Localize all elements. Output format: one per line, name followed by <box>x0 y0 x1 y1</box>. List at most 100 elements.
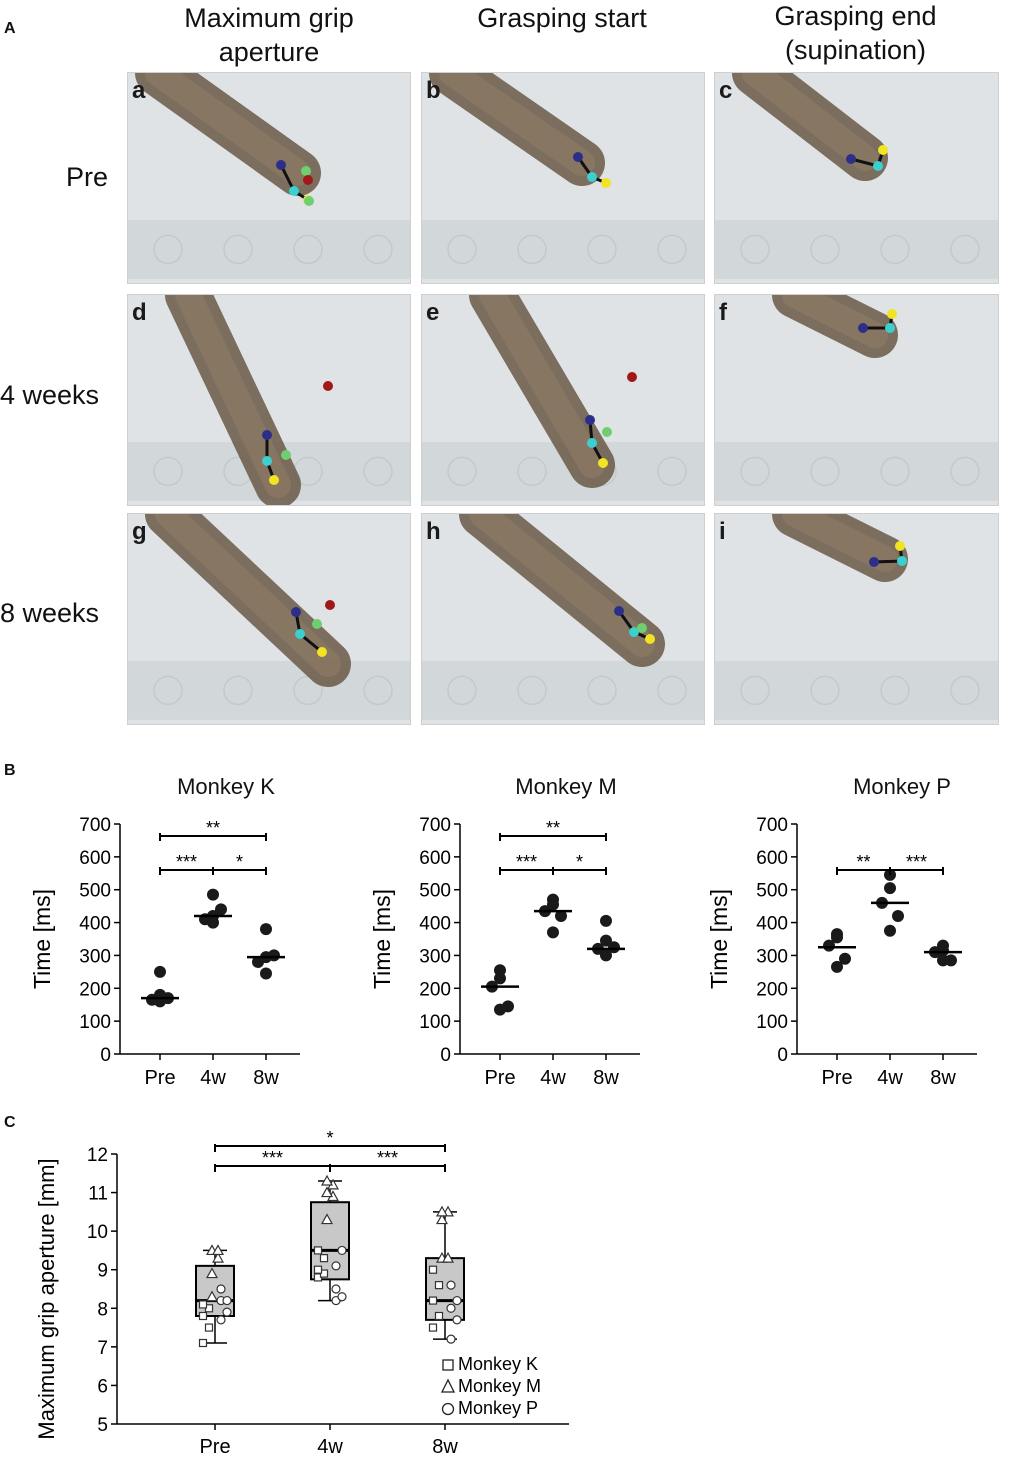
tracking-marker <box>601 178 611 188</box>
column-header-max-grip: Maximum grip aperture <box>128 2 410 70</box>
y-tick-label: 100 <box>79 1012 111 1033</box>
data-point <box>207 916 219 929</box>
slot-circle <box>740 234 770 265</box>
monkey-m-point <box>320 1174 334 1186</box>
column-header-line: (supination) <box>784 34 927 65</box>
y-tick-label: 300 <box>79 946 111 967</box>
monkey-p-point <box>337 1245 347 1256</box>
slot-circle <box>223 234 253 265</box>
legend-circle-marker <box>441 1402 455 1416</box>
slot-circle <box>587 234 617 265</box>
hand-photo-illustration <box>715 73 998 283</box>
y-axis-label: Time [ms] <box>30 889 55 989</box>
tracking-marker <box>873 161 883 171</box>
slot-circle <box>657 456 687 487</box>
slot-circle <box>880 675 910 706</box>
x-tick-label: 4w <box>200 1067 226 1089</box>
column-header-line: Grasping end <box>774 1 937 31</box>
tracking-marker <box>301 166 311 176</box>
significance-label: ** <box>856 852 870 872</box>
legend-triangle-marker <box>440 1378 456 1393</box>
target-marker <box>303 175 313 185</box>
tracking-marker <box>573 152 583 162</box>
monkey-k-point <box>198 1338 208 1348</box>
hand-photo-illustration <box>715 514 998 724</box>
hand-photo-illustration <box>128 295 410 505</box>
x-tick-label: Pre <box>199 1436 230 1456</box>
x-tick-label: 4w <box>317 1436 343 1456</box>
y-tick-label: 0 <box>777 1045 788 1066</box>
chart-title-monkey-p: Monkey P <box>853 774 951 799</box>
monkey-m-point <box>320 1213 334 1225</box>
legend-label: Monkey M <box>458 1376 541 1396</box>
photo-8w-grasp-end: i <box>714 513 999 725</box>
legend-label: Monkey P <box>458 1398 538 1418</box>
tracking-marker <box>897 556 907 566</box>
photo-8w-grasp-start: h <box>421 513 705 725</box>
column-header-line: Grasping start <box>477 3 647 33</box>
tracking-marker <box>587 438 597 448</box>
x-tick-label: Pre <box>484 1067 515 1089</box>
data-point <box>260 923 272 936</box>
monkey-arm-highlight <box>479 295 605 478</box>
legend-square-marker <box>442 1359 454 1371</box>
x-tick-label: 4w <box>877 1067 903 1089</box>
data-point <box>600 949 612 962</box>
tracking-marker <box>846 154 856 164</box>
significance-label: * <box>326 1128 333 1148</box>
monkey-p-point <box>216 1315 226 1325</box>
monkey-p-point <box>222 1295 232 1306</box>
slot-circle <box>810 675 840 706</box>
monkey-arm-highlight <box>742 73 878 171</box>
y-tick-label: 200 <box>79 979 111 1000</box>
x-tick-label: Pre <box>144 1067 175 1089</box>
monkey-k-point <box>198 1300 208 1309</box>
data-point <box>831 960 843 973</box>
y-tick-label: 100 <box>756 1012 788 1033</box>
tracking-marker <box>878 145 888 155</box>
column-header-grasp-start: Grasping start <box>421 2 703 36</box>
monkey-p-point <box>337 1292 347 1302</box>
data-point <box>260 967 272 980</box>
column-header-grasp-end: Grasping end (supination) <box>714 0 997 68</box>
tracking-marker <box>637 623 647 633</box>
monkey-k-point <box>428 1296 438 1305</box>
monkey-p-point <box>331 1261 341 1271</box>
y-tick-label: 500 <box>79 881 111 902</box>
monkey-k-point <box>198 1311 208 1321</box>
monkey-m-point <box>435 1213 449 1225</box>
data-point <box>215 903 227 916</box>
photo-pre-grasp-start: b <box>421 72 705 284</box>
tracking-marker <box>317 647 327 657</box>
y-tick-label: 400 <box>756 914 788 935</box>
tracking-marker <box>645 634 655 644</box>
legend-label: Monkey K <box>458 1354 538 1374</box>
photo-letter: e <box>426 299 440 326</box>
monkey-p-point <box>446 1303 456 1313</box>
tracking-marker <box>598 458 608 468</box>
box-chart-grip-aperture: 5 6 7 8 9 10 11 12 Pre 4w 8w Maximum grip aperture … <box>34 1128 569 1456</box>
data-point <box>494 964 506 977</box>
chart-title-monkey-m: Monkey M <box>515 774 617 799</box>
slot-circle <box>363 675 393 706</box>
target-marker <box>323 381 333 391</box>
y-tick-label: 300 <box>756 946 788 967</box>
data-point <box>600 934 612 947</box>
data-point <box>547 926 559 939</box>
y-tick-label: 100 <box>419 1012 451 1033</box>
panel-a-label: A <box>4 20 16 37</box>
y-tick-label: 500 <box>419 881 451 902</box>
significance-label: *** <box>906 852 927 872</box>
tracking-marker <box>614 606 624 616</box>
tracking-marker <box>262 430 272 440</box>
monkey-p-point <box>452 1295 462 1306</box>
x-tick-label: Pre <box>821 1067 852 1089</box>
hand-photo-illustration <box>422 73 704 283</box>
slot-circle <box>363 456 393 487</box>
x-tick-label: 8w <box>593 1067 619 1089</box>
slot-circle <box>740 456 770 487</box>
data-point <box>839 952 851 965</box>
y-tick-label: 200 <box>756 979 788 1000</box>
photo-letter: h <box>426 518 441 545</box>
monkey-k-point <box>428 1323 438 1332</box>
